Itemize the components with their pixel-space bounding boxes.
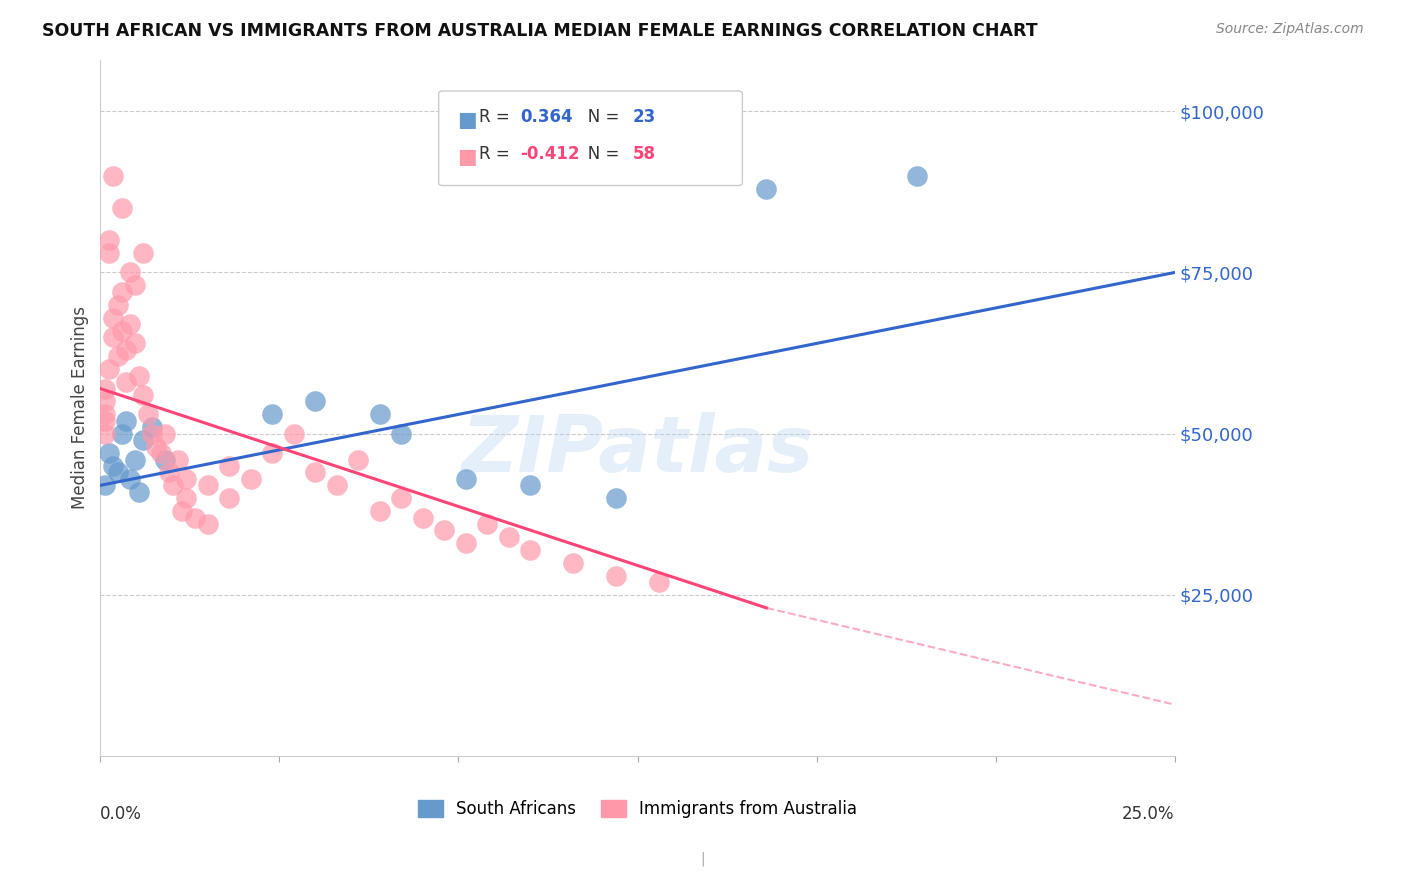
Point	[905, 169, 928, 183]
Point	[107, 466, 129, 480]
Point	[304, 466, 326, 480]
Point	[149, 446, 172, 460]
Point	[412, 510, 434, 524]
Point	[157, 466, 180, 480]
Point	[519, 542, 541, 557]
Point	[433, 524, 456, 538]
Point	[111, 201, 134, 215]
Legend: South Africans, Immigrants from Australia: South Africans, Immigrants from Australi…	[411, 793, 865, 824]
Point	[120, 472, 142, 486]
Point	[475, 516, 498, 531]
Point	[262, 408, 284, 422]
Text: Source: ZipAtlas.com: Source: ZipAtlas.com	[1216, 22, 1364, 37]
Text: 25.0%: 25.0%	[1122, 805, 1175, 823]
Text: 0.364: 0.364	[520, 108, 572, 126]
Point	[111, 426, 134, 441]
Text: -0.412: -0.412	[520, 145, 579, 163]
Point	[93, 382, 115, 396]
Point	[648, 575, 671, 590]
Point	[347, 452, 370, 467]
Point	[93, 394, 115, 409]
Point	[103, 169, 125, 183]
Point	[153, 452, 176, 467]
Point	[141, 426, 163, 441]
Point	[132, 388, 155, 402]
Point	[120, 265, 142, 279]
Point	[120, 317, 142, 331]
Point	[93, 414, 115, 428]
Point	[107, 298, 129, 312]
Point	[197, 516, 219, 531]
Text: N =: N =	[572, 145, 624, 163]
Point	[454, 536, 477, 550]
Text: ■: ■	[457, 147, 477, 167]
Point	[124, 278, 146, 293]
Text: 23: 23	[633, 108, 657, 126]
Point	[755, 181, 778, 195]
Point	[124, 452, 146, 467]
Point	[454, 472, 477, 486]
Text: R =: R =	[479, 108, 516, 126]
Point	[498, 530, 520, 544]
Point	[239, 472, 262, 486]
Point	[111, 324, 134, 338]
Point	[107, 349, 129, 363]
Text: 58: 58	[633, 145, 655, 163]
Text: ZIPatlas: ZIPatlas	[461, 412, 814, 488]
Point	[97, 233, 120, 247]
Text: R =: R =	[479, 145, 516, 163]
Point	[136, 408, 159, 422]
Text: SOUTH AFRICAN VS IMMIGRANTS FROM AUSTRALIA MEDIAN FEMALE EARNINGS CORRELATION CH: SOUTH AFRICAN VS IMMIGRANTS FROM AUSTRAL…	[42, 22, 1038, 40]
Point	[93, 426, 115, 441]
Point	[103, 310, 125, 325]
Text: N =: N =	[572, 108, 624, 126]
Point	[97, 362, 120, 376]
Point	[128, 484, 150, 499]
Point	[519, 478, 541, 492]
Point	[103, 330, 125, 344]
Point	[605, 491, 627, 506]
Text: 0.0%: 0.0%	[100, 805, 142, 823]
Point	[93, 408, 115, 422]
Point	[389, 491, 412, 506]
Point	[115, 414, 138, 428]
Point	[218, 458, 240, 473]
Point	[128, 368, 150, 383]
Point	[93, 478, 115, 492]
Point	[368, 408, 391, 422]
Point	[132, 246, 155, 260]
Y-axis label: Median Female Earnings: Median Female Earnings	[72, 307, 89, 509]
Point	[162, 478, 184, 492]
Point	[153, 426, 176, 441]
Point	[132, 433, 155, 447]
Point	[115, 343, 138, 357]
Point	[184, 510, 207, 524]
Point	[368, 504, 391, 518]
Text: |: |	[700, 852, 706, 866]
Point	[145, 440, 167, 454]
Text: ■: ■	[457, 110, 477, 129]
Point	[262, 446, 284, 460]
Point	[304, 394, 326, 409]
Point	[111, 285, 134, 299]
Point	[170, 504, 193, 518]
Point	[103, 458, 125, 473]
Point	[124, 336, 146, 351]
Point	[115, 375, 138, 389]
Point	[176, 472, 198, 486]
Point	[197, 478, 219, 492]
Point	[325, 478, 347, 492]
Point	[97, 246, 120, 260]
Point	[176, 491, 198, 506]
Point	[218, 491, 240, 506]
Point	[389, 426, 412, 441]
Point	[97, 446, 120, 460]
Point	[605, 568, 627, 582]
Point	[166, 452, 188, 467]
Point	[562, 556, 585, 570]
Point	[141, 420, 163, 434]
Point	[283, 426, 305, 441]
